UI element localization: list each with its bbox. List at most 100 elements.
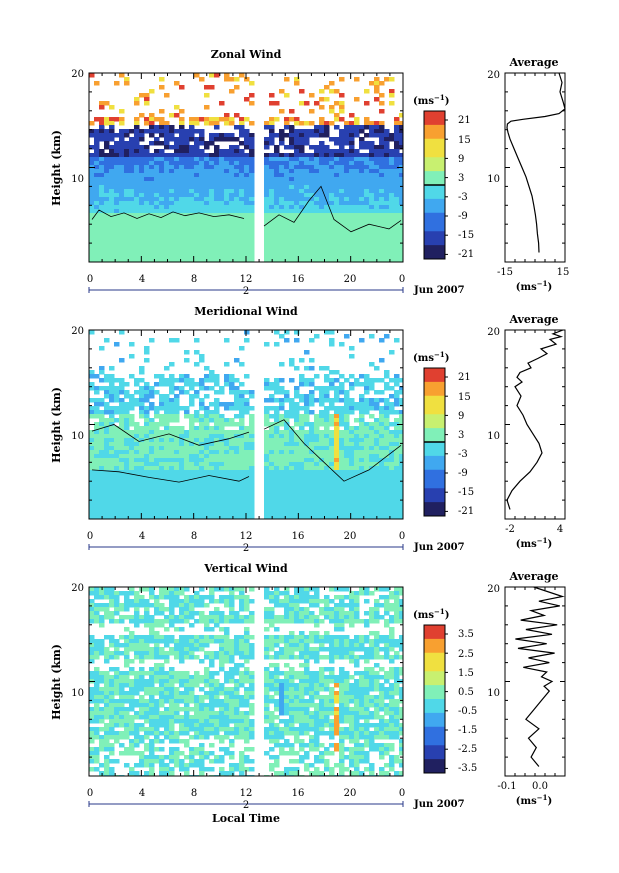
heatmap-cell (169, 486, 175, 491)
heatmap-cell (384, 434, 390, 439)
heatmap-cell (219, 502, 225, 507)
heatmap-cell (329, 422, 335, 427)
heatmap-cell (134, 595, 140, 600)
heatmap-cell (269, 454, 275, 459)
heatmap-cell (224, 193, 230, 198)
heatmap-cell (274, 233, 280, 238)
heatmap-cell (389, 490, 395, 495)
heatmap-cell (134, 213, 140, 218)
colorbar-tick: 3 (458, 430, 464, 441)
heatmap-cell (334, 161, 340, 166)
y-tick-label: 20 (71, 69, 84, 80)
heatmap-cell (134, 607, 140, 612)
heatmap-cell (204, 506, 210, 511)
heatmap-cell (114, 454, 120, 459)
heatmap-cell (349, 217, 355, 222)
heatmap-cell (324, 418, 330, 423)
heatmap-cell (159, 462, 165, 467)
heatmap-cell (389, 229, 395, 234)
heatmap-cell (134, 217, 140, 222)
heatmap-cell (169, 137, 175, 142)
heatmap-cell (349, 233, 355, 238)
heatmap-cell (174, 470, 180, 475)
heatmap-cell (224, 257, 230, 262)
heatmap-cell (114, 687, 120, 692)
heatmap-cell (114, 153, 120, 158)
heatmap-cell (374, 149, 380, 154)
heatmap-cell (329, 249, 335, 254)
heatmap-cell (369, 221, 375, 226)
heatmap-cell (389, 157, 395, 162)
heatmap-cell (144, 245, 150, 250)
heatmap-cell (279, 181, 285, 186)
heatmap-cell (304, 470, 310, 475)
heatmap-cell (304, 205, 310, 210)
heatmap-cell (369, 201, 375, 206)
heatmap-cell (139, 149, 145, 154)
heatmap-cell (364, 454, 370, 459)
heatmap-cell (114, 386, 120, 391)
heatmap-cell (89, 591, 95, 596)
heatmap-cell (204, 422, 210, 427)
heatmap-cell (234, 221, 240, 226)
heatmap-cell (394, 117, 400, 122)
heatmap-cell (164, 498, 170, 503)
heatmap-cell (374, 249, 380, 254)
heatmap-cell (104, 446, 110, 451)
heatmap-cell (324, 209, 330, 214)
heatmap-cell (99, 619, 105, 624)
heatmap-cell (334, 390, 340, 395)
heatmap-cell (99, 149, 105, 154)
heatmap-cell (194, 430, 200, 435)
heatmap-cell (224, 233, 230, 238)
heatmap-cell (89, 715, 95, 720)
heatmap-cell (169, 470, 175, 475)
heatmap-cell (134, 687, 140, 692)
heatmap-cell (199, 217, 205, 222)
heatmap-cell (149, 458, 155, 463)
heatmap-cell (194, 197, 200, 202)
heatmap-cell (239, 257, 245, 262)
heatmap-cell (144, 446, 150, 451)
heatmap-cell (139, 394, 145, 399)
heatmap-cell (214, 241, 220, 246)
heatmap-cell (369, 245, 375, 250)
heatmap-cell (339, 418, 345, 423)
heatmap-cell (169, 458, 175, 463)
x-tick-label: 8 (191, 531, 197, 542)
heatmap-cell (209, 470, 215, 475)
heatmap-cell (109, 695, 115, 700)
heatmap-cell (359, 237, 365, 242)
heatmap-cell (144, 129, 150, 134)
heatmap-cell (119, 478, 125, 483)
heatmap-cell (184, 470, 190, 475)
heatmap-cell (274, 209, 280, 214)
heatmap-cell (394, 153, 400, 158)
heatmap-cell (139, 763, 145, 768)
heatmap-cell (114, 490, 120, 495)
heatmap-cell (89, 643, 95, 648)
heatmap-cell (149, 338, 155, 343)
heatmap-cell (104, 245, 110, 250)
heatmap-cell (229, 430, 235, 435)
heatmap-cell (289, 506, 295, 511)
heatmap-cell (124, 643, 130, 648)
heatmap-cell (274, 161, 280, 166)
heatmap-cell (234, 149, 240, 154)
x-tick-label: 12 (240, 274, 253, 285)
heatmap-cell (344, 125, 350, 130)
heatmap-cell (174, 177, 180, 182)
heatmap-cell (129, 751, 135, 756)
heatmap-cell (209, 498, 215, 503)
heatmap-cell (264, 514, 270, 519)
heatmap-cell (89, 611, 95, 616)
heatmap-cell (124, 719, 130, 724)
heatmap-cell (214, 510, 220, 515)
heatmap-cell (394, 149, 400, 154)
avg-x-tick-label: 15 (557, 267, 570, 278)
heatmap-cell (214, 233, 220, 238)
heatmap-cell (339, 201, 345, 206)
heatmap-cell (174, 414, 180, 419)
heatmap-cell (194, 446, 200, 451)
heatmap-cell (329, 490, 335, 495)
